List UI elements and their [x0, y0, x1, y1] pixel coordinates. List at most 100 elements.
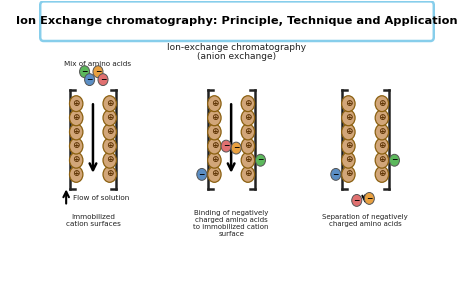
Text: ⊕: ⊕: [106, 169, 113, 178]
Circle shape: [70, 166, 83, 182]
Text: ⊕: ⊕: [345, 127, 352, 136]
Text: ⊕: ⊕: [73, 169, 80, 178]
Text: ⊕: ⊕: [73, 127, 80, 136]
Text: −: −: [257, 155, 264, 164]
Circle shape: [98, 74, 108, 85]
Text: ⊕: ⊕: [345, 113, 352, 122]
Circle shape: [221, 140, 231, 152]
Circle shape: [390, 154, 400, 166]
Circle shape: [103, 166, 117, 182]
Circle shape: [208, 110, 221, 126]
Circle shape: [375, 96, 389, 112]
Circle shape: [103, 110, 117, 126]
Text: −: −: [354, 196, 360, 205]
Text: Separation of negatively
charged amino acids: Separation of negatively charged amino a…: [322, 214, 408, 227]
Text: ⊕: ⊕: [244, 113, 252, 122]
Circle shape: [365, 193, 374, 204]
Text: Ion Exchange chromatography: Principle, Technique and Application: Ion Exchange chromatography: Principle, …: [16, 16, 458, 26]
Circle shape: [70, 152, 83, 168]
Text: ⊕: ⊕: [244, 127, 252, 136]
Circle shape: [70, 110, 83, 126]
Circle shape: [103, 152, 117, 168]
Text: ⊕: ⊕: [106, 127, 113, 136]
Circle shape: [84, 74, 95, 85]
Text: ⊕: ⊕: [210, 141, 218, 150]
Circle shape: [241, 138, 255, 154]
Circle shape: [342, 124, 355, 140]
Circle shape: [342, 138, 355, 154]
Text: ⊕: ⊕: [106, 99, 113, 108]
Text: ⊕: ⊕: [106, 155, 113, 164]
Circle shape: [80, 66, 90, 78]
Text: (anion exchange): (anion exchange): [198, 52, 276, 61]
Text: Mix of amino acids: Mix of amino acids: [64, 61, 131, 67]
Text: ⊕: ⊕: [106, 113, 113, 122]
Text: ⊕: ⊕: [73, 99, 80, 108]
Text: −: −: [391, 155, 398, 164]
FancyBboxPatch shape: [40, 1, 434, 41]
Circle shape: [241, 152, 255, 168]
Circle shape: [231, 142, 241, 154]
Circle shape: [241, 110, 255, 126]
Circle shape: [241, 166, 255, 182]
Text: ⊕: ⊕: [378, 155, 386, 164]
Text: −: −: [86, 75, 93, 84]
Text: −: −: [233, 143, 239, 152]
Circle shape: [342, 166, 355, 182]
Circle shape: [342, 110, 355, 126]
Text: ⊕: ⊕: [345, 155, 352, 164]
Circle shape: [375, 152, 389, 168]
Text: −: −: [366, 194, 373, 203]
Circle shape: [208, 124, 221, 140]
Circle shape: [208, 152, 221, 168]
Text: ⊕: ⊕: [345, 99, 352, 108]
Text: ⊕: ⊕: [210, 169, 218, 178]
Text: ⊕: ⊕: [244, 155, 252, 164]
Text: Binding of negatively
charged amino acids
to immobilized cation
surface: Binding of negatively charged amino acid…: [193, 210, 269, 237]
Text: −: −: [199, 170, 205, 179]
Circle shape: [375, 166, 389, 182]
Text: ⊕: ⊕: [106, 141, 113, 150]
Text: ⊕: ⊕: [378, 99, 386, 108]
Circle shape: [93, 66, 103, 78]
Circle shape: [375, 124, 389, 140]
Circle shape: [342, 152, 355, 168]
Circle shape: [375, 110, 389, 126]
Text: ⊕: ⊕: [378, 127, 386, 136]
Circle shape: [208, 166, 221, 182]
Circle shape: [103, 96, 117, 112]
Text: ⊕: ⊕: [345, 141, 352, 150]
Circle shape: [197, 168, 207, 180]
Text: ⊕: ⊕: [378, 141, 386, 150]
Circle shape: [241, 124, 255, 140]
Text: −: −: [223, 141, 229, 150]
Circle shape: [375, 138, 389, 154]
Text: ⊕: ⊕: [73, 113, 80, 122]
Circle shape: [255, 154, 265, 166]
Circle shape: [70, 96, 83, 112]
Text: −: −: [95, 67, 101, 76]
Circle shape: [103, 124, 117, 140]
Circle shape: [342, 96, 355, 112]
Text: ⊕: ⊕: [345, 169, 352, 178]
Text: ⊕: ⊕: [244, 141, 252, 150]
Text: −: −: [333, 170, 339, 179]
Text: ⊕: ⊕: [73, 141, 80, 150]
Text: Flow of solution: Flow of solution: [73, 195, 129, 201]
Circle shape: [208, 96, 221, 112]
Circle shape: [331, 168, 341, 180]
Text: ⊕: ⊕: [210, 99, 218, 108]
Text: −: −: [82, 67, 88, 76]
Text: ⊕: ⊕: [244, 169, 252, 178]
Circle shape: [70, 124, 83, 140]
Text: ⊕: ⊕: [210, 155, 218, 164]
Text: ⊕: ⊕: [378, 169, 386, 178]
Text: ⊕: ⊕: [210, 113, 218, 122]
Text: ⊕: ⊕: [378, 113, 386, 122]
Text: ⊕: ⊕: [210, 127, 218, 136]
Circle shape: [208, 138, 221, 154]
Circle shape: [241, 96, 255, 112]
Text: ⊕: ⊕: [244, 99, 252, 108]
Circle shape: [352, 195, 362, 206]
Circle shape: [70, 138, 83, 154]
